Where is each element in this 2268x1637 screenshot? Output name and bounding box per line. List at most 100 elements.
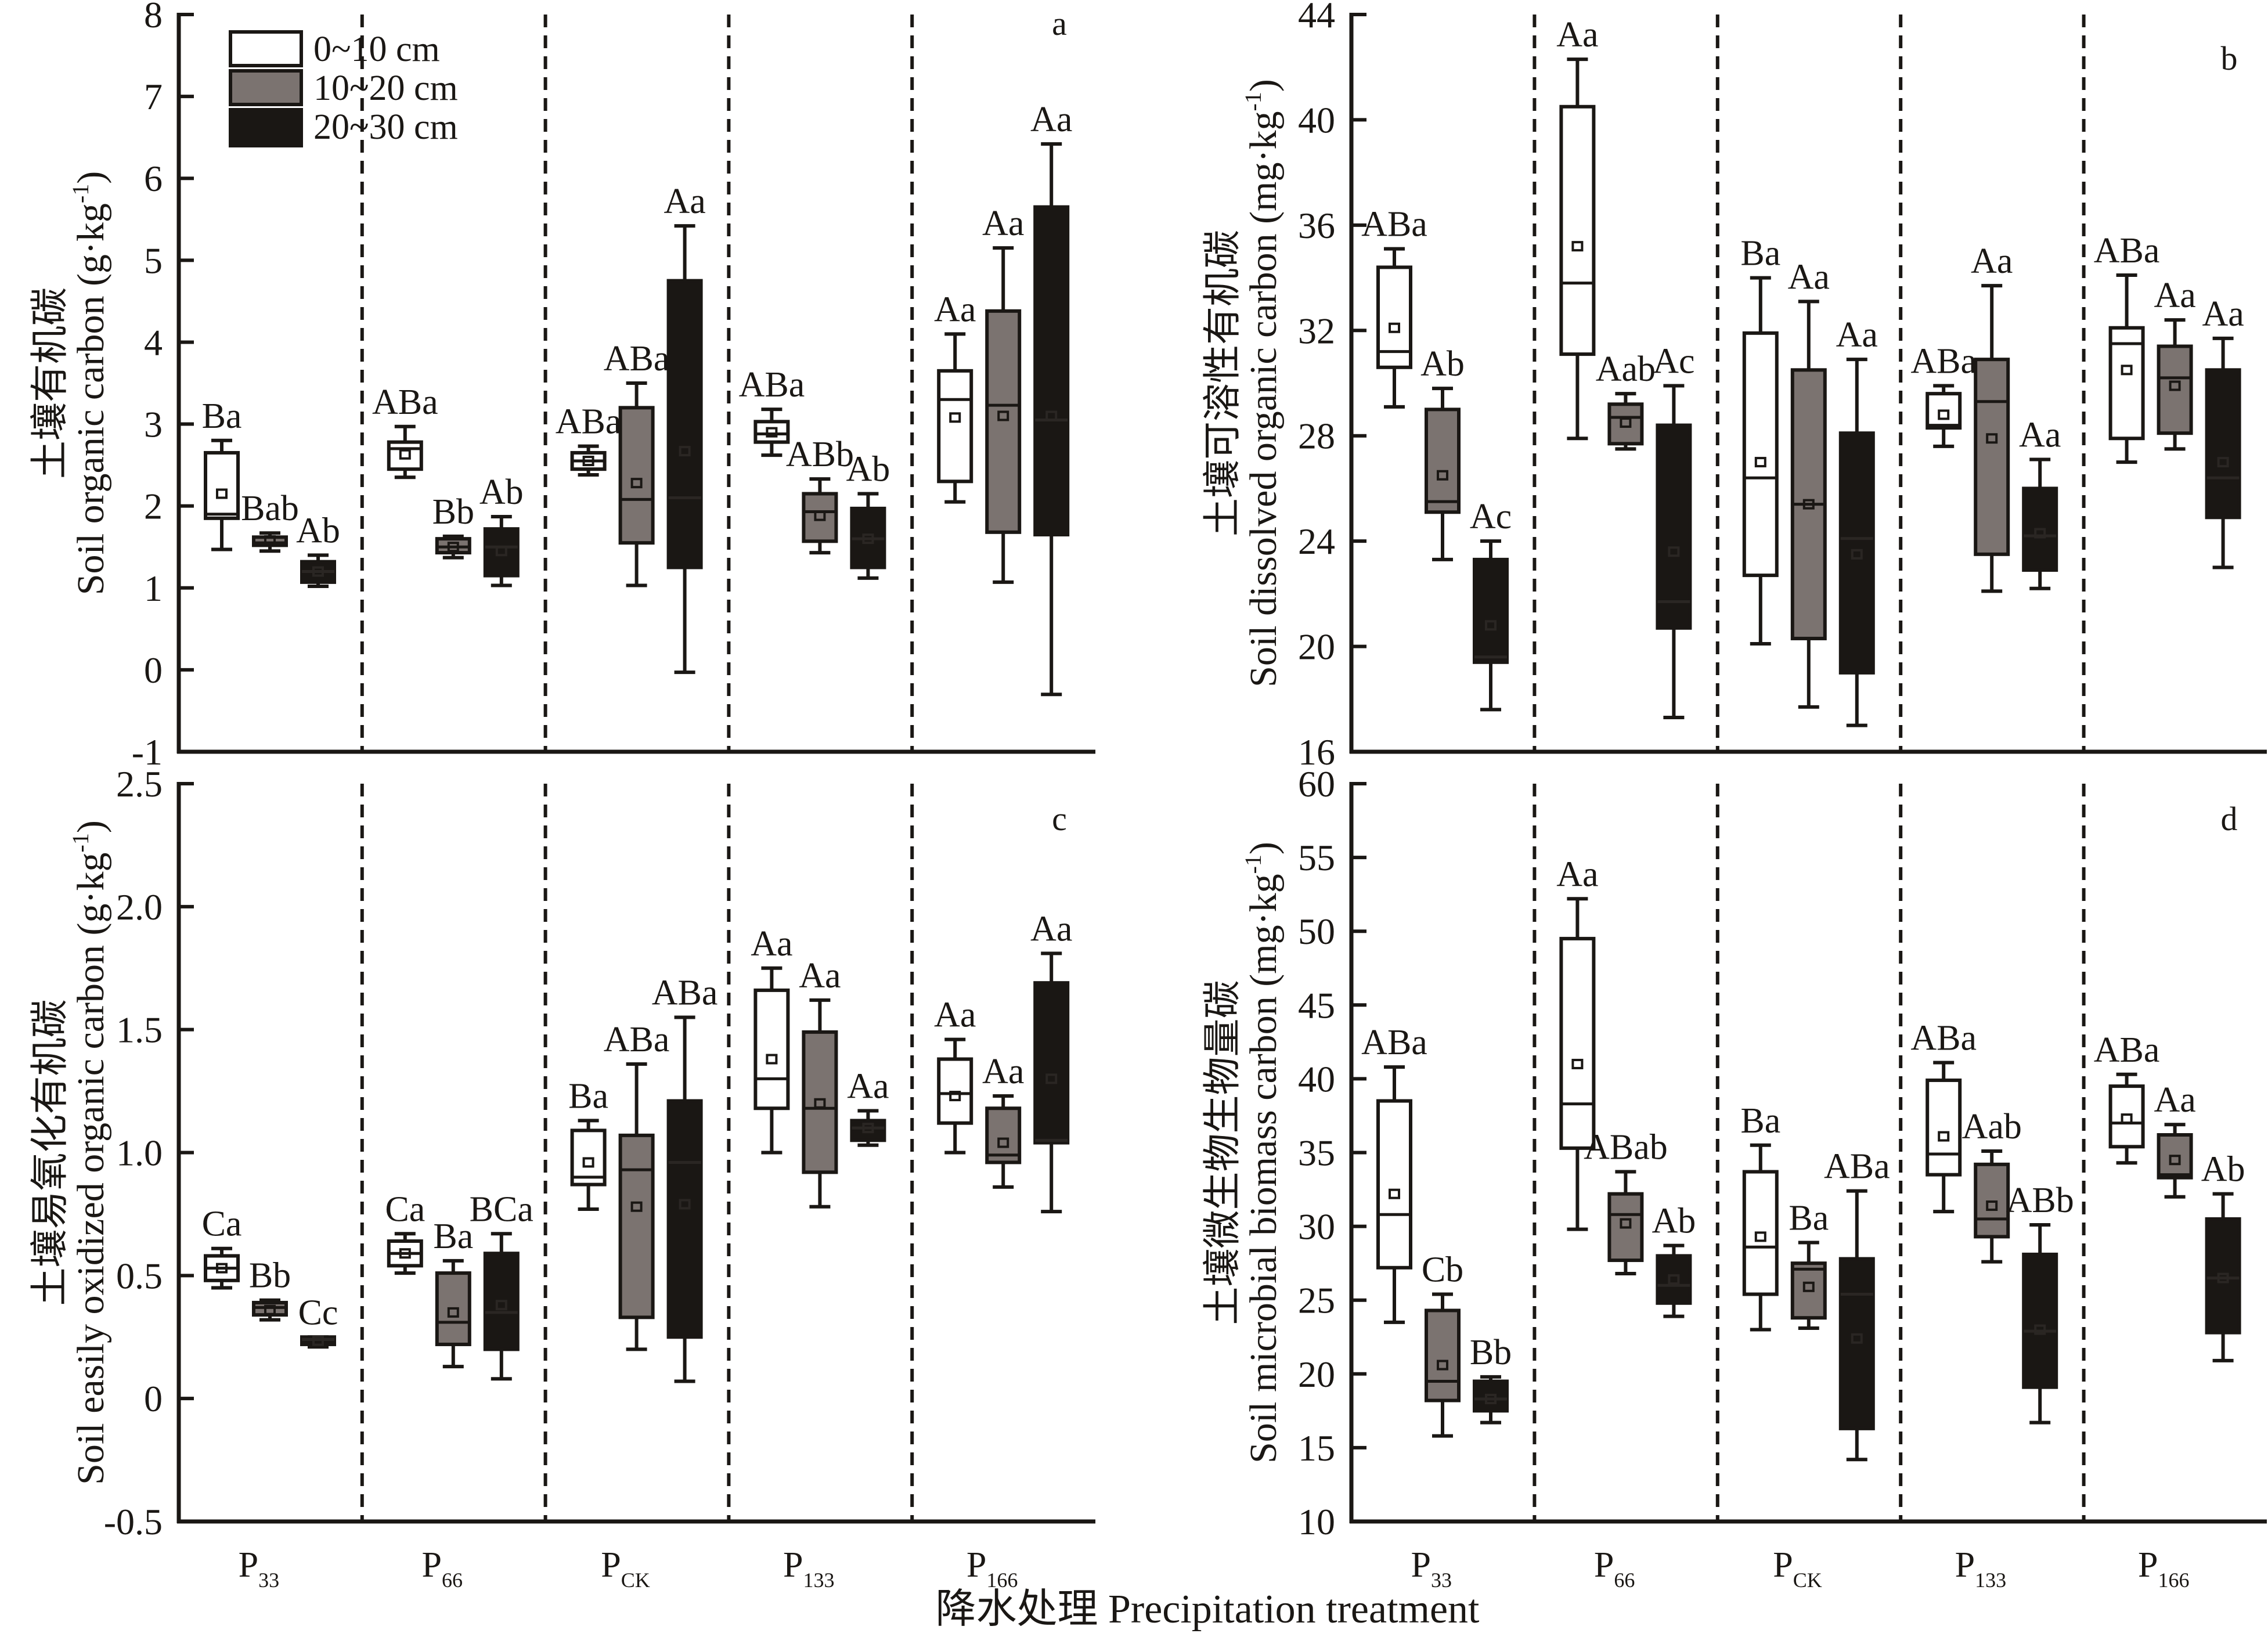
significance-letters: ABa <box>739 365 805 405</box>
x-category-label: PCK <box>601 1545 650 1592</box>
mean-marker <box>399 449 411 460</box>
mean-marker <box>447 1307 459 1318</box>
box-a-3-0: ABa <box>739 365 805 457</box>
box-iqr <box>802 1030 838 1174</box>
box-d-1-2: Ab <box>1652 1202 1696 1318</box>
y-tick-label: 20 <box>1298 626 1335 668</box>
x-category-sub: 166 <box>2158 1569 2190 1592</box>
y-tick-label: 1.0 <box>116 1133 163 1174</box>
box-iqr <box>1033 981 1070 1145</box>
significance-letters: Ba <box>568 1076 608 1116</box>
mean-marker <box>2169 1155 2181 1166</box>
box-iqr <box>1033 205 1070 537</box>
significance-letters: Cc <box>298 1293 338 1332</box>
y-axis-label-en-text: Soil easily oxidized organic carbon (g·k… <box>70 852 112 1484</box>
box-d-4-0: ABa <box>2094 1030 2159 1165</box>
box-d-1-0: Aa <box>1556 854 1599 1231</box>
box-c-0-0: Ca <box>202 1205 241 1290</box>
mean-marker <box>679 1199 691 1210</box>
mean-marker <box>1571 1058 1584 1069</box>
x-category-label: P133 <box>783 1545 834 1592</box>
significance-letters: ABab <box>1584 1128 1668 1167</box>
mean-marker <box>1668 546 1680 557</box>
x-category-sub: CK <box>621 1569 650 1592</box>
significance-letters: Aa <box>1030 100 1072 139</box>
x-category-label: PCK <box>1773 1545 1822 1592</box>
significance-letters: ABa <box>652 973 718 1012</box>
x-category-sub: 133 <box>803 1569 835 1592</box>
significance-letters: Ab <box>1420 344 1465 384</box>
box-iqr <box>937 369 973 484</box>
y-axis-label-close: ) <box>70 171 112 184</box>
significance-letters: ABb <box>786 435 854 474</box>
box-b-3-2: Aa <box>2019 416 2061 590</box>
box-iqr <box>2108 1084 2145 1149</box>
significance-letters: Cb <box>1422 1250 1463 1290</box>
mean-marker <box>2034 1324 2046 1335</box>
mean-marker <box>1938 1131 1950 1142</box>
mean-marker <box>1754 457 1766 468</box>
y-axis-label-close: ) <box>1242 842 1285 854</box>
y-tick-label: 55 <box>1298 837 1335 878</box>
panel-tag: d <box>2221 800 2238 838</box>
significance-letters: Ba <box>1740 1101 1780 1141</box>
box-iqr <box>985 1106 1022 1164</box>
significance-letters: Ab <box>479 473 524 512</box>
box-c-3-2: Aa <box>847 1066 889 1147</box>
box-a-0-1: Bab <box>241 489 299 553</box>
y-tick-label: 10 <box>1298 1501 1335 1542</box>
significance-letters: Bb <box>1470 1333 1512 1372</box>
y-axis-label-cn: 土壤微生物生物量碳 <box>1202 980 1244 1325</box>
significance-letters: BCa <box>470 1189 533 1229</box>
box-a-4-0: Aa <box>934 290 976 504</box>
x-category-main: P <box>783 1545 803 1585</box>
box-c-0-2: Cc <box>298 1293 338 1349</box>
box-a-1-0: ABa <box>372 383 438 479</box>
significance-letters: Ab <box>296 511 340 550</box>
significance-letters: Ab <box>846 450 890 489</box>
box-d-4-1: Aa <box>2154 1080 2196 1199</box>
mean-marker <box>679 446 691 457</box>
box-a-1-1: Bb <box>432 492 474 560</box>
box-d-0-2: Bb <box>1470 1333 1512 1425</box>
box-iqr <box>1607 402 1644 446</box>
box-c-1-2: BCa <box>470 1189 533 1381</box>
y-axis-label-en-text: Soil organic carbon (g·kg <box>70 203 112 595</box>
significance-letters: Ba <box>202 396 242 436</box>
y-tick-label: 4 <box>144 322 163 363</box>
box-c-1-1: Ba <box>433 1217 473 1369</box>
box-iqr <box>985 309 1022 534</box>
box-iqr <box>1742 331 1779 578</box>
box-c-4-0: Aa <box>934 996 976 1155</box>
box-c-2-1: ABa <box>604 1020 669 1351</box>
y-tick-label: 24 <box>1298 521 1335 562</box>
box-b-4-1: Aa <box>2154 276 2196 451</box>
mean-marker <box>1938 409 1950 420</box>
box-iqr <box>802 492 838 543</box>
mean-marker <box>2034 528 2046 539</box>
y-tick-label: 0 <box>144 1378 163 1419</box>
significance-letters: Ab <box>1652 1202 1696 1241</box>
y-tick-label: 8 <box>144 0 163 35</box>
significance-letters: Aa <box>1971 241 2013 281</box>
box-b-3-1: Aa <box>1971 241 2013 593</box>
box-c-1-0: Ca <box>385 1189 425 1275</box>
box-a-3-2: Ab <box>846 450 890 580</box>
panel-tag: c <box>1052 800 1067 838</box>
box-iqr <box>2108 326 2145 441</box>
x-category-sub: 133 <box>1975 1569 2006 1592</box>
significance-letters: Ba <box>433 1217 473 1256</box>
y-tick-label: 6 <box>144 158 163 199</box>
box-a-4-2: Aa <box>1030 100 1072 697</box>
box-iqr <box>1425 1308 1461 1402</box>
mean-marker <box>1485 1394 1497 1405</box>
y-axis-label-en: Soil microbial biomass carbon (mg·kg-1) <box>1240 842 1285 1463</box>
mean-marker <box>1802 499 1815 510</box>
legend-label: 20~30 cm <box>313 107 458 147</box>
y-tick-label: 16 <box>1298 731 1335 773</box>
y-axis-label-cn: 土壤有机碳 <box>29 287 71 479</box>
mean-marker <box>1851 1333 1863 1344</box>
